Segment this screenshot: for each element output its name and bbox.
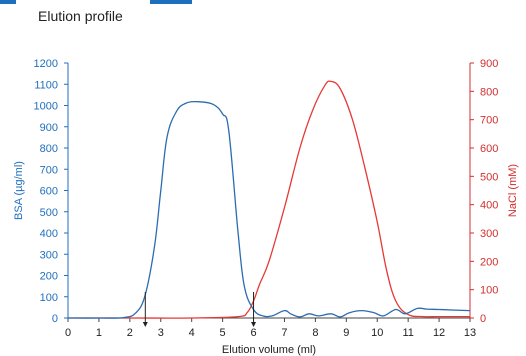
x-tick-label: 12 (433, 327, 445, 339)
right-tick-label: 0 (480, 313, 486, 325)
header-divider (150, 0, 192, 4)
x-axis-label: Elution volume (ml) (222, 344, 316, 356)
left-axis-ticks: 0 100 200 300 400 500 600 700 800 900 1000 1100 1200 (34, 58, 68, 325)
left-tick-label: 100 (40, 292, 58, 304)
x-tick-label: 8 (312, 327, 318, 339)
left-tick-label: 1100 (34, 79, 58, 91)
left-tick-label: 300 (40, 249, 58, 261)
x-tick-label: 4 (189, 327, 195, 339)
x-tick-label: 1 (96, 327, 102, 339)
x-tick-label: 9 (343, 327, 349, 339)
x-axis-ticks: 0 1 2 3 4 5 6 7 8 9 10 11 12 13 (65, 318, 476, 339)
right-tick-label: 600 (480, 143, 498, 155)
fraction-marker-arrow (142, 322, 148, 327)
left-tick-label: 800 (40, 143, 58, 155)
left-tick-label: 0 (52, 313, 58, 325)
x-tick-label: 11 (402, 327, 413, 339)
left-tick-label: 1200 (34, 58, 58, 70)
x-tick-label: 0 (65, 327, 71, 339)
x-tick-label: 7 (281, 327, 287, 339)
x-tick-label: 6 (250, 327, 256, 339)
left-tick-label: 400 (40, 228, 58, 240)
left-tick-label: 500 (40, 207, 58, 219)
nacl-series-line (68, 80, 470, 319)
x-tick-label: 10 (371, 327, 383, 339)
header-accent-bar (0, 0, 16, 4)
chart-title: Elution profile (38, 8, 123, 24)
right-tick-label: 300 (480, 228, 498, 240)
fraction-markers (142, 292, 257, 327)
x-tick-label: 13 (464, 327, 476, 339)
left-tick-label: 700 (40, 164, 58, 176)
right-tick-label: 200 (480, 256, 498, 268)
right-tick-label: 900 (480, 58, 498, 70)
right-axis-ticks: 0 100 200 300 400 500 600 700 800 900 (470, 58, 498, 325)
x-tick-label: 2 (127, 327, 133, 339)
right-tick-label: 700 (480, 115, 498, 127)
x-tick-label: 3 (158, 327, 164, 339)
right-tick-label: 800 (480, 86, 498, 98)
right-tick-label: 100 (480, 285, 498, 297)
left-tick-label: 600 (40, 186, 58, 198)
bsa-series-line (67, 100, 471, 319)
left-tick-label: 900 (40, 122, 58, 134)
fraction-marker-arrow (251, 322, 257, 327)
right-tick-label: 400 (480, 200, 498, 212)
left-axis-label: BSA (µg/ml) (13, 161, 25, 220)
left-tick-label: 200 (40, 271, 58, 283)
right-axis-label: NaCl (mM) (507, 164, 519, 217)
x-tick-label: 5 (220, 327, 226, 339)
right-tick-label: 500 (480, 171, 498, 183)
left-tick-label: 1000 (34, 101, 58, 113)
